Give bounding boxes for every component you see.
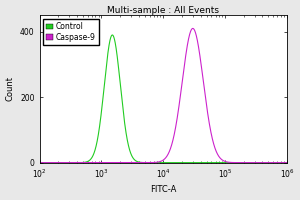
Y-axis label: Count: Count xyxy=(6,76,15,101)
Legend: Control, Caspase-9: Control, Caspase-9 xyxy=(44,19,99,45)
X-axis label: FITC-A: FITC-A xyxy=(150,185,176,194)
Title: Multi-sample : All Events: Multi-sample : All Events xyxy=(107,6,219,15)
